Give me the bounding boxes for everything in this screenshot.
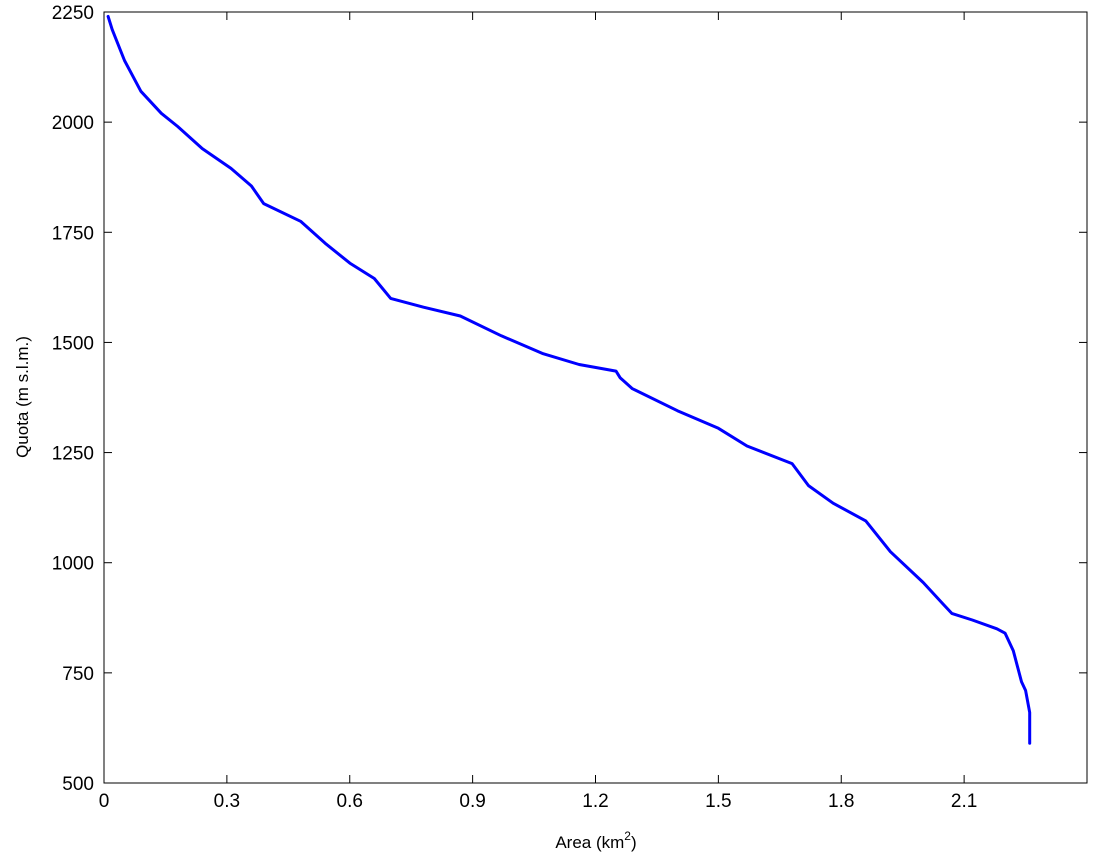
y-tick-label: 500 [62,774,94,795]
x-axis-label-suffix: ) [631,833,637,852]
x-axis-tick-labels: 0 0.3 0.6 0.9 1.2 1.5 1.8 2.1 [99,791,978,812]
x-tick-label: 0.3 [214,791,240,812]
y-axis-tick-labels: 500 750 1000 1250 1500 1750 2000 2250 [52,3,94,795]
plot-background [104,12,1087,783]
y-tick-label: 1500 [52,333,94,354]
x-tick-label: 0 [99,791,110,812]
x-tick-label: 1.8 [828,791,854,812]
x-tick-label: 1.5 [705,791,731,812]
plot-frame [103,11,1088,784]
x-axis-label-superscript: 2 [624,829,631,843]
x-tick-label: 0.9 [459,791,485,812]
y-tick-label: 750 [62,664,94,685]
y-tick-label: 2250 [52,3,94,24]
y-tick-label: 1000 [52,554,94,575]
x-axis-label-text: Area (km [555,833,624,852]
x-tick-label: 2.1 [951,791,977,812]
series-line [106,14,1032,745]
y-tick-label: 1750 [52,223,94,244]
x-axis-ticks [103,12,965,783]
y-tick-label: 2000 [52,113,94,134]
y-tick-label: 1250 [52,444,94,465]
x-tick-label: 0.6 [337,791,363,812]
x-axis-label: Area (km2) [555,829,636,852]
x-tick-label: 1.2 [582,791,608,812]
y-axis-label: Quota (m s.l.m.) [13,336,32,458]
